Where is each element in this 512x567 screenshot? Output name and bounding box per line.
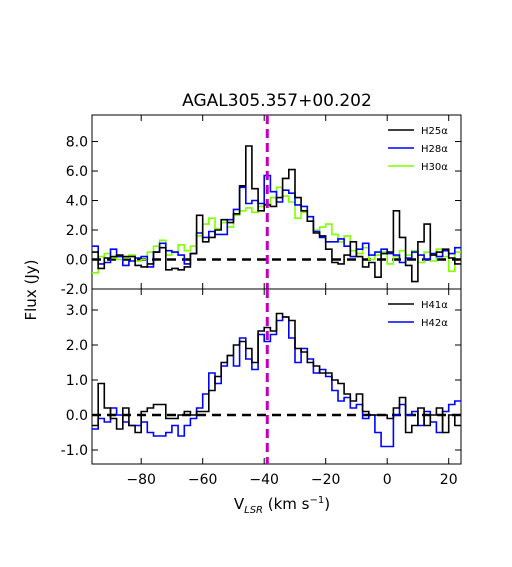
top-ytick-label: 6.0 — [66, 164, 88, 180]
bottom-legend-label: H42α — [421, 318, 448, 329]
bottom-panel-frame — [91, 288, 462, 465]
top-legend-label: H25α — [421, 126, 448, 137]
bottom-ytick-label: 0.0 — [66, 408, 88, 424]
bottom-ytick-label: -1.0 — [61, 443, 88, 459]
bottom-legend-label: H41α — [421, 300, 448, 311]
xtick-label: 20 — [440, 472, 458, 488]
top-ytick-label: 0.0 — [66, 253, 88, 269]
top-panel: -2.0 0.0 2.0 4.0 6.0 8.0 H25α H28α H30α — [61, 114, 462, 298]
bottom-series-line — [92, 312, 461, 434]
bottom-ytick-label: 2.0 — [66, 338, 88, 354]
top-series-line — [92, 145, 461, 283]
bottom-legend: H41α H42α — [388, 300, 448, 329]
y-axis-label: Flux (Jy) — [22, 260, 40, 321]
top-ytick-label: 8.0 — [66, 135, 88, 151]
top-legend: H25α H28α H30α — [388, 126, 448, 173]
bottom-ytick-label: 1.0 — [66, 373, 88, 389]
top-legend-label: H28α — [421, 144, 448, 155]
bottom-ytick-label: 3.0 — [66, 303, 88, 319]
xtick-label: −20 — [311, 472, 341, 488]
chart-title: AGAL305.357+00.202 — [182, 91, 372, 111]
bottom-panel: -1.0 0.0 1.0 2.0 3.0 −80 −60 −40 −20 0 20 H41α H42α — [61, 288, 462, 488]
top-ytick-label: 4.0 — [66, 194, 88, 210]
xtick-label: −80 — [126, 472, 156, 488]
top-legend-label: H30α — [421, 162, 448, 173]
xtick-label: −60 — [188, 472, 218, 488]
x-axis-label: VLSR (km s−1) — [234, 495, 330, 516]
xtick-label: −40 — [249, 472, 279, 488]
top-ytick-label: 2.0 — [66, 223, 88, 239]
xtick-label: 0 — [383, 472, 392, 488]
top-ytick-label: -2.0 — [61, 282, 88, 298]
